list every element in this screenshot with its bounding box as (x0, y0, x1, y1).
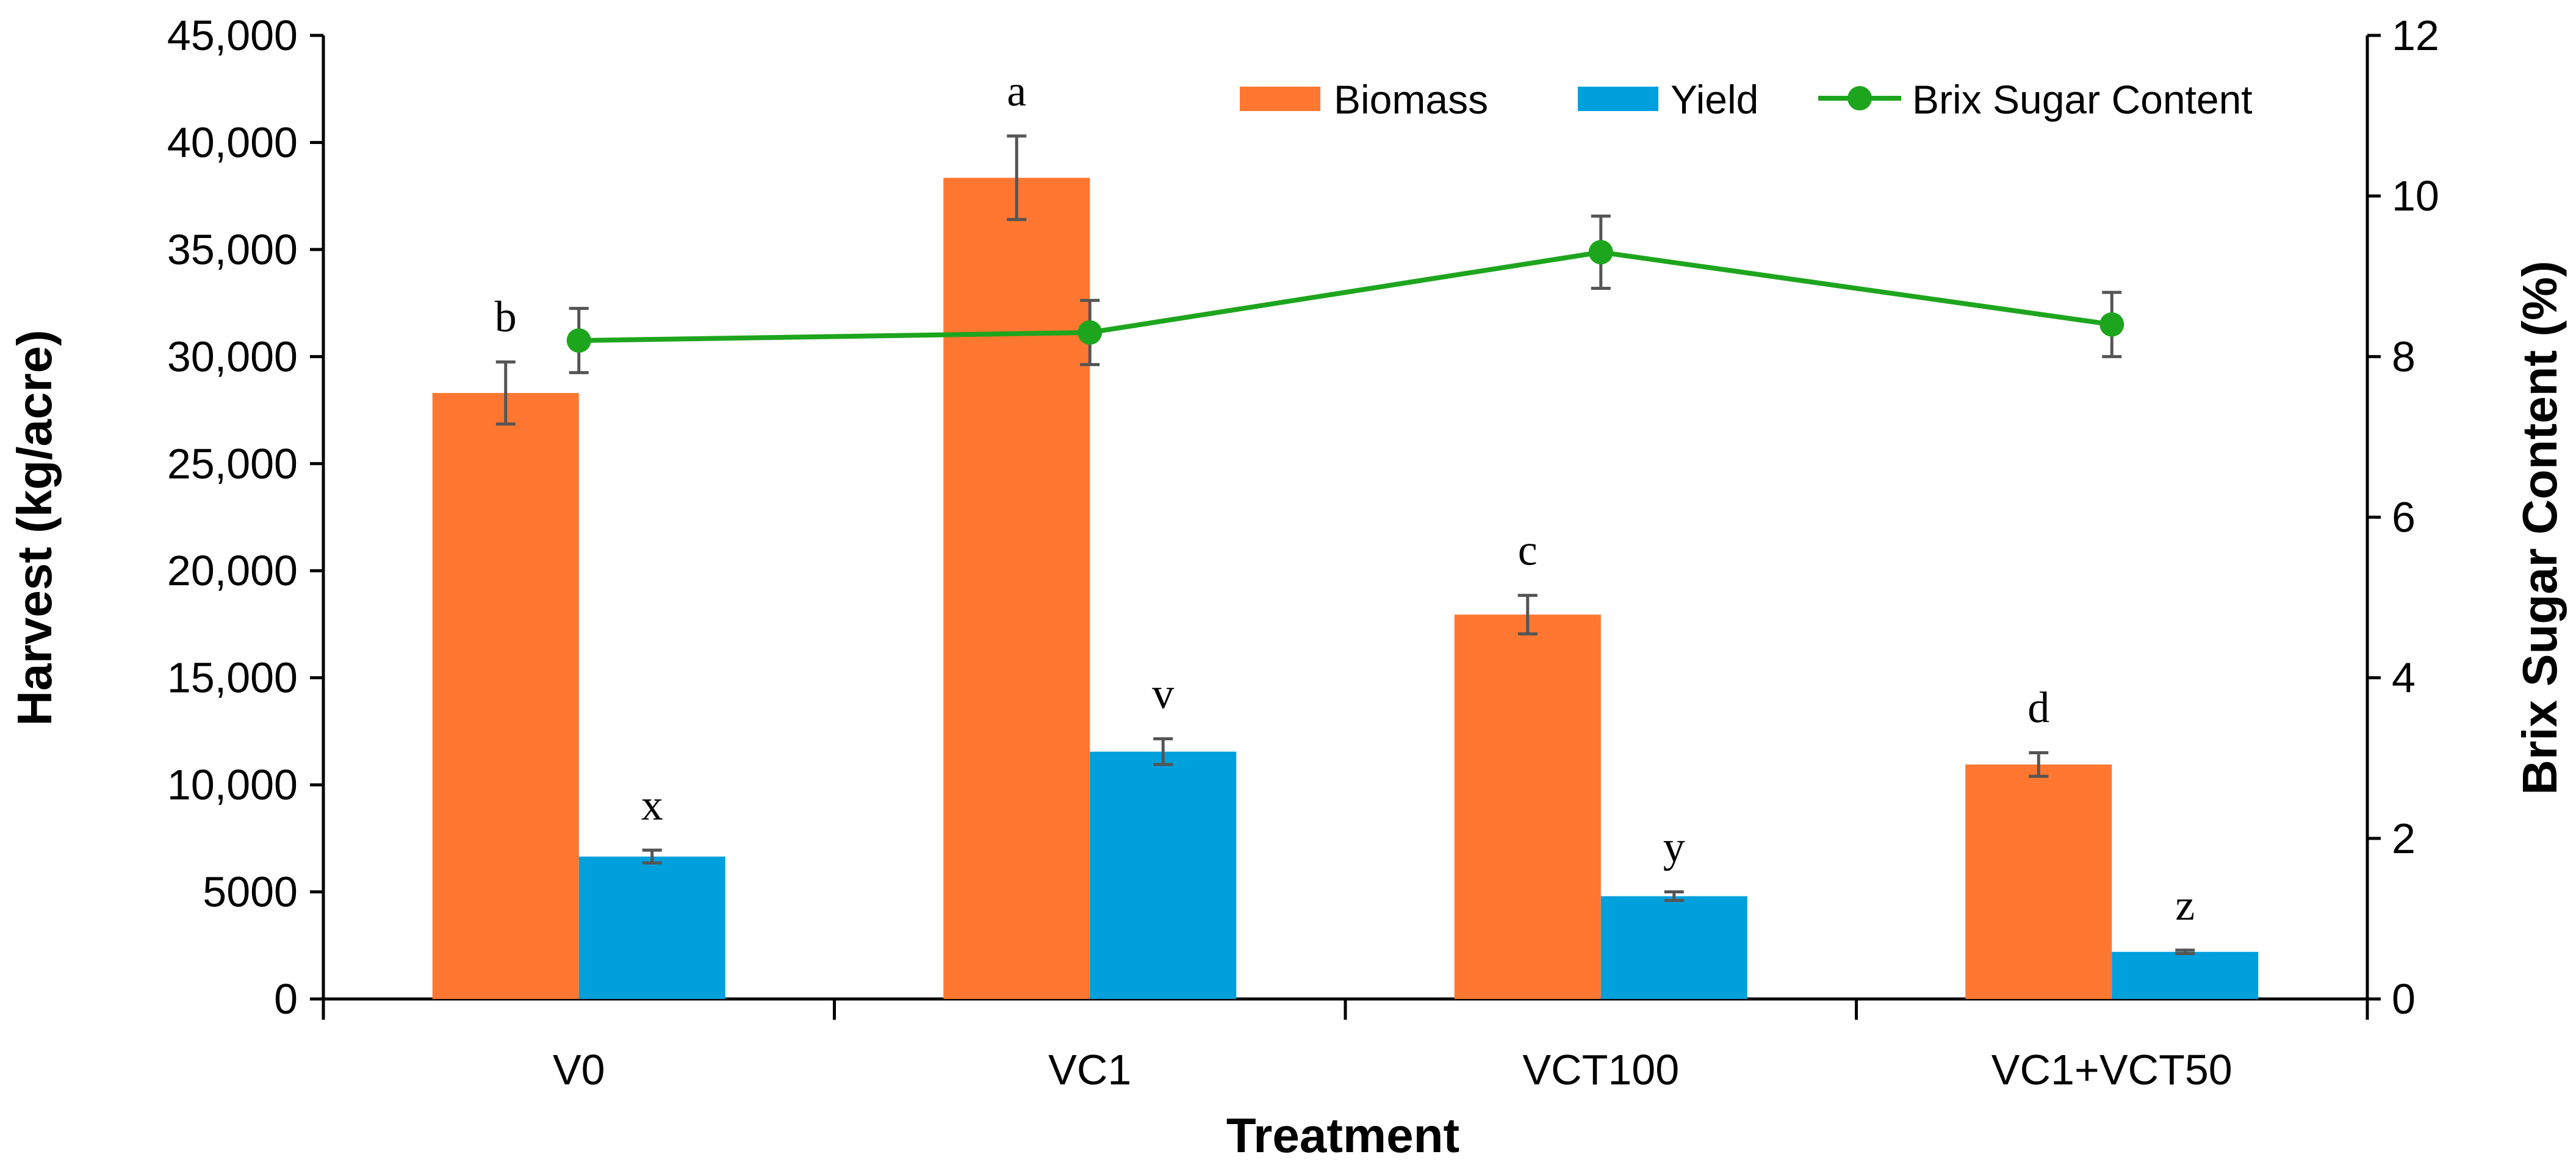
significance-label-biomass: c (1518, 526, 1538, 575)
brix-point (1588, 240, 1613, 265)
y2-tick-label: 10 (2392, 172, 2439, 220)
y2-tick-label: 8 (2392, 333, 2416, 380)
brix-point (2099, 312, 2124, 337)
bar-biomass (1965, 764, 2112, 999)
y-tick-label: 0 (274, 975, 298, 1023)
bar-yield (578, 856, 725, 999)
significance-label-biomass: d (2027, 683, 2049, 732)
x-tick-label: VC1 (1048, 1046, 1131, 1094)
significance-label-yield: x (641, 780, 663, 829)
significance-label-biomass: a (1007, 67, 1026, 115)
y-axis-title: Harvest (kg/acre) (7, 330, 62, 726)
significance-label-yield: y (1663, 823, 1685, 871)
y-tick-label: 45,000 (167, 12, 298, 59)
bar-biomass (432, 392, 579, 999)
significance-label-yield: v (1152, 669, 1174, 718)
y-tick-label: 5000 (203, 868, 298, 916)
legend-yield-label: Yield (1671, 77, 1758, 122)
legend-biomass-swatch (1240, 87, 1320, 111)
x-axis-title: Treatment (1226, 1108, 1459, 1163)
legend-brix-swatch-marker (1847, 86, 1872, 110)
legend-brix-label: Brix Sugar Content (1912, 77, 2253, 122)
significance-label-yield: z (2175, 881, 2195, 929)
bar-yield (1600, 896, 1747, 999)
brix-point (1078, 320, 1103, 345)
bar-yield (2112, 951, 2259, 999)
legend: Biomass Yield Brix Sugar Content (1240, 77, 2253, 122)
bars (432, 178, 2259, 1000)
y-tick-label: 10,000 (167, 761, 298, 809)
significance-labels: b a c d x v y z (495, 67, 2195, 929)
brix-point (566, 328, 591, 353)
brix-line (578, 250, 2112, 344)
y-tick-label: 40,000 (167, 118, 298, 166)
y2-axis-title: Brix Sugar Content (%) (2513, 261, 2567, 795)
tick-labels: 0 5000 10,000 15,000 20,000 25,000 30,000 35,00… (167, 12, 2439, 1094)
y-tick-label: 15,000 (167, 654, 298, 702)
y-tick-label: 35,000 (167, 226, 298, 273)
x-tick-label: VC1+VCT50 (1991, 1046, 2232, 1094)
error-bars (495, 134, 2195, 956)
legend-yield-swatch (1578, 87, 1658, 111)
y-tick-label: 20,000 (167, 547, 298, 594)
y2-tick-label: 12 (2392, 12, 2439, 59)
legend-biomass-label: Biomass (1334, 77, 1488, 122)
bar-biomass (1454, 615, 1601, 999)
x-tick-label: VCT100 (1522, 1046, 1679, 1094)
y2-tick-label: 6 (2392, 494, 2416, 541)
y2-tick-label: 4 (2392, 654, 2416, 702)
x-tick-label: V0 (553, 1046, 605, 1094)
brix-line-series (566, 214, 2124, 375)
bar-yield (1090, 751, 1237, 999)
y2-tick-label: 0 (2392, 975, 2416, 1023)
y2-tick-label: 2 (2392, 815, 2416, 862)
bar-biomass (943, 178, 1090, 1000)
y-tick-label: 25,000 (167, 440, 298, 488)
significance-label-biomass: b (495, 292, 517, 341)
y-tick-label: 30,000 (167, 333, 298, 380)
